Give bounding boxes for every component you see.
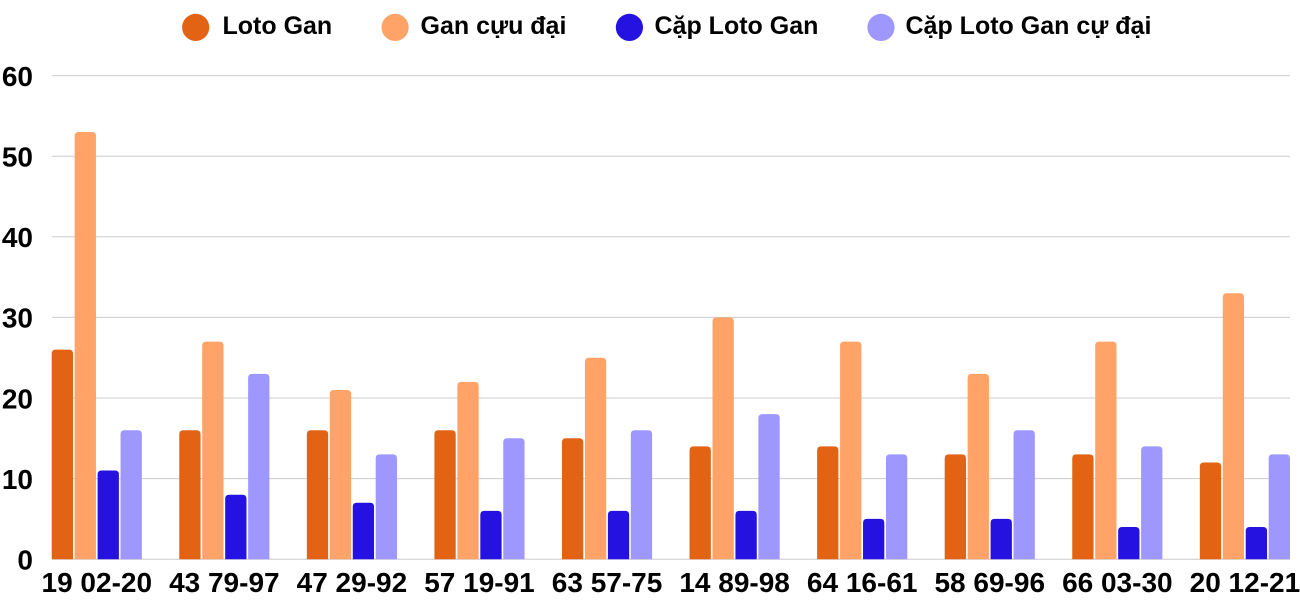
- svg-text:50: 50: [2, 142, 33, 173]
- svg-text:Gan cựu đại: Gan cựu đại: [421, 12, 567, 40]
- svg-text:40: 40: [2, 222, 33, 253]
- svg-text:Loto Gan: Loto Gan: [223, 12, 333, 40]
- svg-text:64 16-61: 64 16-61: [807, 567, 918, 598]
- svg-text:19 02-20: 19 02-20: [42, 567, 153, 598]
- svg-text:57 19-91: 57 19-91: [424, 567, 535, 598]
- svg-text:47 29-92: 47 29-92: [297, 567, 408, 598]
- svg-text:10: 10: [2, 464, 33, 495]
- svg-text:0: 0: [17, 545, 33, 576]
- svg-text:Cặp Loto Gan: Cặp Loto Gan: [655, 12, 819, 40]
- svg-text:58 69-96: 58 69-96: [934, 567, 1045, 598]
- svg-text:14 89-98: 14 89-98: [679, 567, 790, 598]
- svg-text:43 79-97: 43 79-97: [169, 567, 280, 598]
- svg-text:Cặp Loto Gan cự đại: Cặp Loto Gan cự đại: [906, 12, 1152, 40]
- svg-text:63 57-75: 63 57-75: [552, 567, 663, 598]
- svg-text:30: 30: [2, 303, 33, 334]
- svg-text:60: 60: [2, 61, 33, 92]
- svg-text:20: 20: [2, 383, 33, 414]
- svg-text:20 12-21: 20 12-21: [1190, 567, 1300, 598]
- svg-text:66 03-30: 66 03-30: [1062, 567, 1173, 598]
